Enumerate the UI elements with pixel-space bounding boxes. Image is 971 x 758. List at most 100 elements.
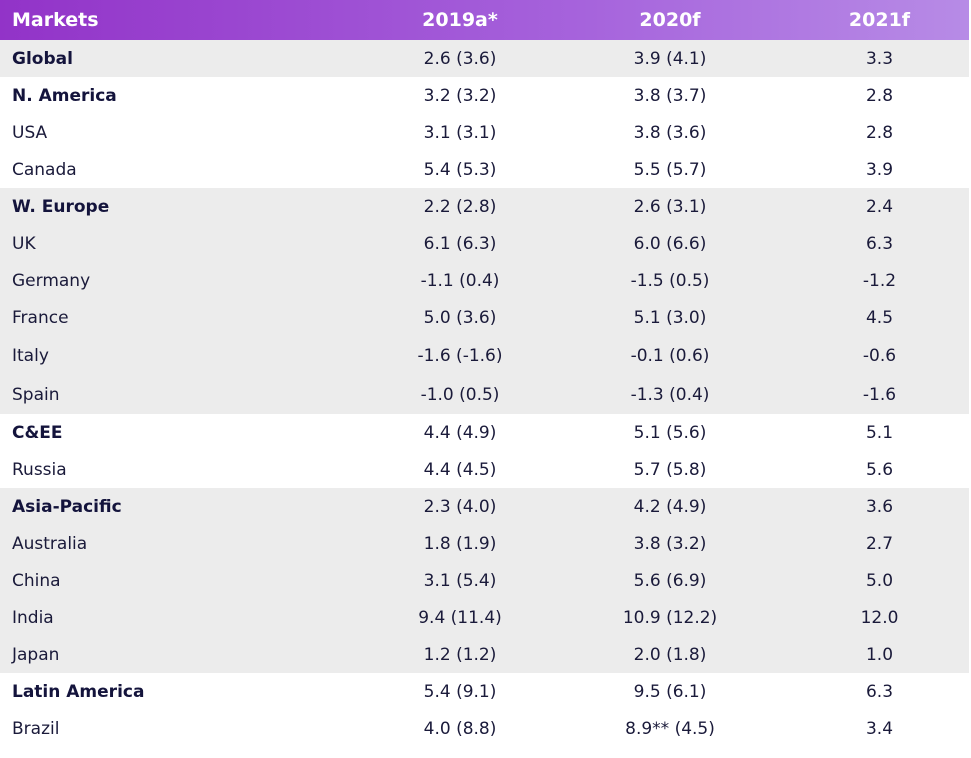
market-name: Brazil <box>12 718 60 739</box>
header-2019a: 2019a* <box>422 9 498 31</box>
market-name: France <box>0 299 370 336</box>
value-2019: 4.4 (4.5) <box>423 459 497 480</box>
table-row: Germany -1.1 (0.4) -1.5 (0.5) -1.2 <box>0 262 969 299</box>
table-row: Brazil 4.0 (8.8) 8.9** (4.5) 3.4 <box>0 710 969 747</box>
value-2021: 5.1 <box>865 422 894 443</box>
value-2021: -0.6 <box>790 336 969 375</box>
market-name: Asia-Pacific <box>0 488 370 525</box>
value-2020: 2.0 (1.8) <box>550 636 790 673</box>
value-2021: 2.7 <box>790 525 969 562</box>
value-2019: 9.4 (11.4) <box>370 599 550 636</box>
value-2019: 1.2 (1.2) <box>370 636 550 673</box>
market-name: USA <box>12 122 48 143</box>
market-name: Spain <box>0 375 370 414</box>
value-2020: 5.5 (5.7) <box>633 159 707 180</box>
value-2019: 6.1 (6.3) <box>370 225 550 262</box>
table-row: Spain -1.0 (0.5) -1.3 (0.4) -1.6 <box>0 375 969 414</box>
table-row: France 5.0 (3.6) 5.1 (3.0) 4.5 <box>0 299 969 336</box>
market-name: Italy <box>0 336 370 375</box>
value-2021: 6.3 <box>865 681 894 702</box>
header-2021f: 2021f <box>848 9 911 31</box>
value-2019: 5.4 (5.3) <box>423 159 497 180</box>
table-row: Italy -1.6 (-1.6) -0.1 (0.6) -0.6 <box>0 336 969 375</box>
table-row: Australia 1.8 (1.9) 3.8 (3.2) 2.7 <box>0 525 969 562</box>
value-2020: 3.8 (3.2) <box>550 525 790 562</box>
market-name: Japan <box>0 636 370 673</box>
value-2020: -1.5 (0.5) <box>550 262 790 299</box>
market-name: Germany <box>0 262 370 299</box>
value-2021: 3.3 <box>790 40 969 77</box>
value-2020: 4.2 (4.9) <box>550 488 790 525</box>
table-row: China 3.1 (5.4) 5.6 (6.9) 5.0 <box>0 562 969 599</box>
table-row: India 9.4 (11.4) 10.9 (12.2) 12.0 <box>0 599 969 636</box>
value-2021: 3.6 <box>790 488 969 525</box>
table-row: Russia 4.4 (4.5) 5.7 (5.8) 5.6 <box>0 451 969 488</box>
market-name: Global <box>0 40 370 77</box>
value-2019: 3.1 (3.1) <box>423 122 497 143</box>
value-2021: 1.0 <box>790 636 969 673</box>
value-2020: 6.0 (6.6) <box>550 225 790 262</box>
value-2021: 5.6 <box>865 459 894 480</box>
header-2020f: 2020f <box>639 9 701 31</box>
value-2019: 5.4 (9.1) <box>423 681 497 702</box>
value-2020: -1.3 (0.4) <box>550 375 790 414</box>
market-name: N. America <box>12 85 117 106</box>
market-name: W. Europe <box>0 188 370 225</box>
value-2019: 2.6 (3.6) <box>370 40 550 77</box>
table-row: UK 6.1 (6.3) 6.0 (6.6) 6.3 <box>0 225 969 262</box>
value-2019: -1.0 (0.5) <box>370 375 550 414</box>
value-2019: 3.2 (3.2) <box>423 85 497 106</box>
value-2020: 10.9 (12.2) <box>550 599 790 636</box>
value-2021: 4.5 <box>790 299 969 336</box>
value-2021: 12.0 <box>790 599 969 636</box>
value-2020: -0.1 (0.6) <box>550 336 790 375</box>
value-2020: 3.8 (3.7) <box>633 85 707 106</box>
value-2020: 5.1 (3.0) <box>550 299 790 336</box>
value-2019: 4.4 (4.9) <box>423 422 497 443</box>
value-2021: 6.3 <box>790 225 969 262</box>
value-2021: 5.0 <box>790 562 969 599</box>
market-name: Russia <box>12 459 67 480</box>
table-row: USA 3.1 (3.1) 3.8 (3.6) 2.8 <box>0 114 969 151</box>
value-2021: -1.2 <box>790 262 969 299</box>
value-2021: 2.4 <box>790 188 969 225</box>
table-row: N. America 3.2 (3.2) 3.8 (3.7) 2.8 <box>0 77 969 114</box>
market-name: C&EE <box>12 422 63 443</box>
value-2020: 3.9 (4.1) <box>550 40 790 77</box>
value-2021: 2.8 <box>865 122 894 143</box>
value-2019: 4.0 (8.8) <box>423 718 497 739</box>
table-row: W. Europe 2.2 (2.8) 2.6 (3.1) 2.4 <box>0 188 969 225</box>
value-2020: 9.5 (6.1) <box>633 681 707 702</box>
value-2019: -1.6 (-1.6) <box>370 336 550 375</box>
value-2021: 3.9 <box>865 159 894 180</box>
table-header-row: Markets 2019a* 2020f 2021f <box>0 0 969 40</box>
value-2021: 3.4 <box>865 718 894 739</box>
market-name: Canada <box>12 159 77 180</box>
market-name: India <box>0 599 370 636</box>
table-row: Global 2.6 (3.6) 3.9 (4.1) 3.3 <box>0 40 969 77</box>
value-2019: 2.2 (2.8) <box>370 188 550 225</box>
table-row: C&EE 4.4 (4.9) 5.1 (5.6) 5.1 <box>0 414 969 451</box>
market-name: China <box>0 562 370 599</box>
value-2021: 2.8 <box>865 85 894 106</box>
value-2019: 1.8 (1.9) <box>370 525 550 562</box>
value-2020: 5.6 (6.9) <box>550 562 790 599</box>
market-name: Latin America <box>12 681 145 702</box>
value-2019: 2.3 (4.0) <box>370 488 550 525</box>
market-name: UK <box>0 225 370 262</box>
header-markets: Markets <box>12 9 99 31</box>
table-row: Japan 1.2 (1.2) 2.0 (1.8) 1.0 <box>0 636 969 673</box>
value-2019: 5.0 (3.6) <box>370 299 550 336</box>
table-row: Latin America 5.4 (9.1) 9.5 (6.1) 6.3 <box>0 673 969 710</box>
table-row: Asia-Pacific 2.3 (4.0) 4.2 (4.9) 3.6 <box>0 488 969 525</box>
table-row: Canada 5.4 (5.3) 5.5 (5.7) 3.9 <box>0 151 969 188</box>
value-2020: 5.7 (5.8) <box>633 459 707 480</box>
value-2020: 5.1 (5.6) <box>633 422 707 443</box>
value-2020: 8.9** (4.5) <box>625 718 715 739</box>
market-name: Australia <box>0 525 370 562</box>
value-2020: 3.8 (3.6) <box>633 122 707 143</box>
value-2019: -1.1 (0.4) <box>370 262 550 299</box>
value-2020: 2.6 (3.1) <box>550 188 790 225</box>
value-2021: -1.6 <box>790 375 969 414</box>
